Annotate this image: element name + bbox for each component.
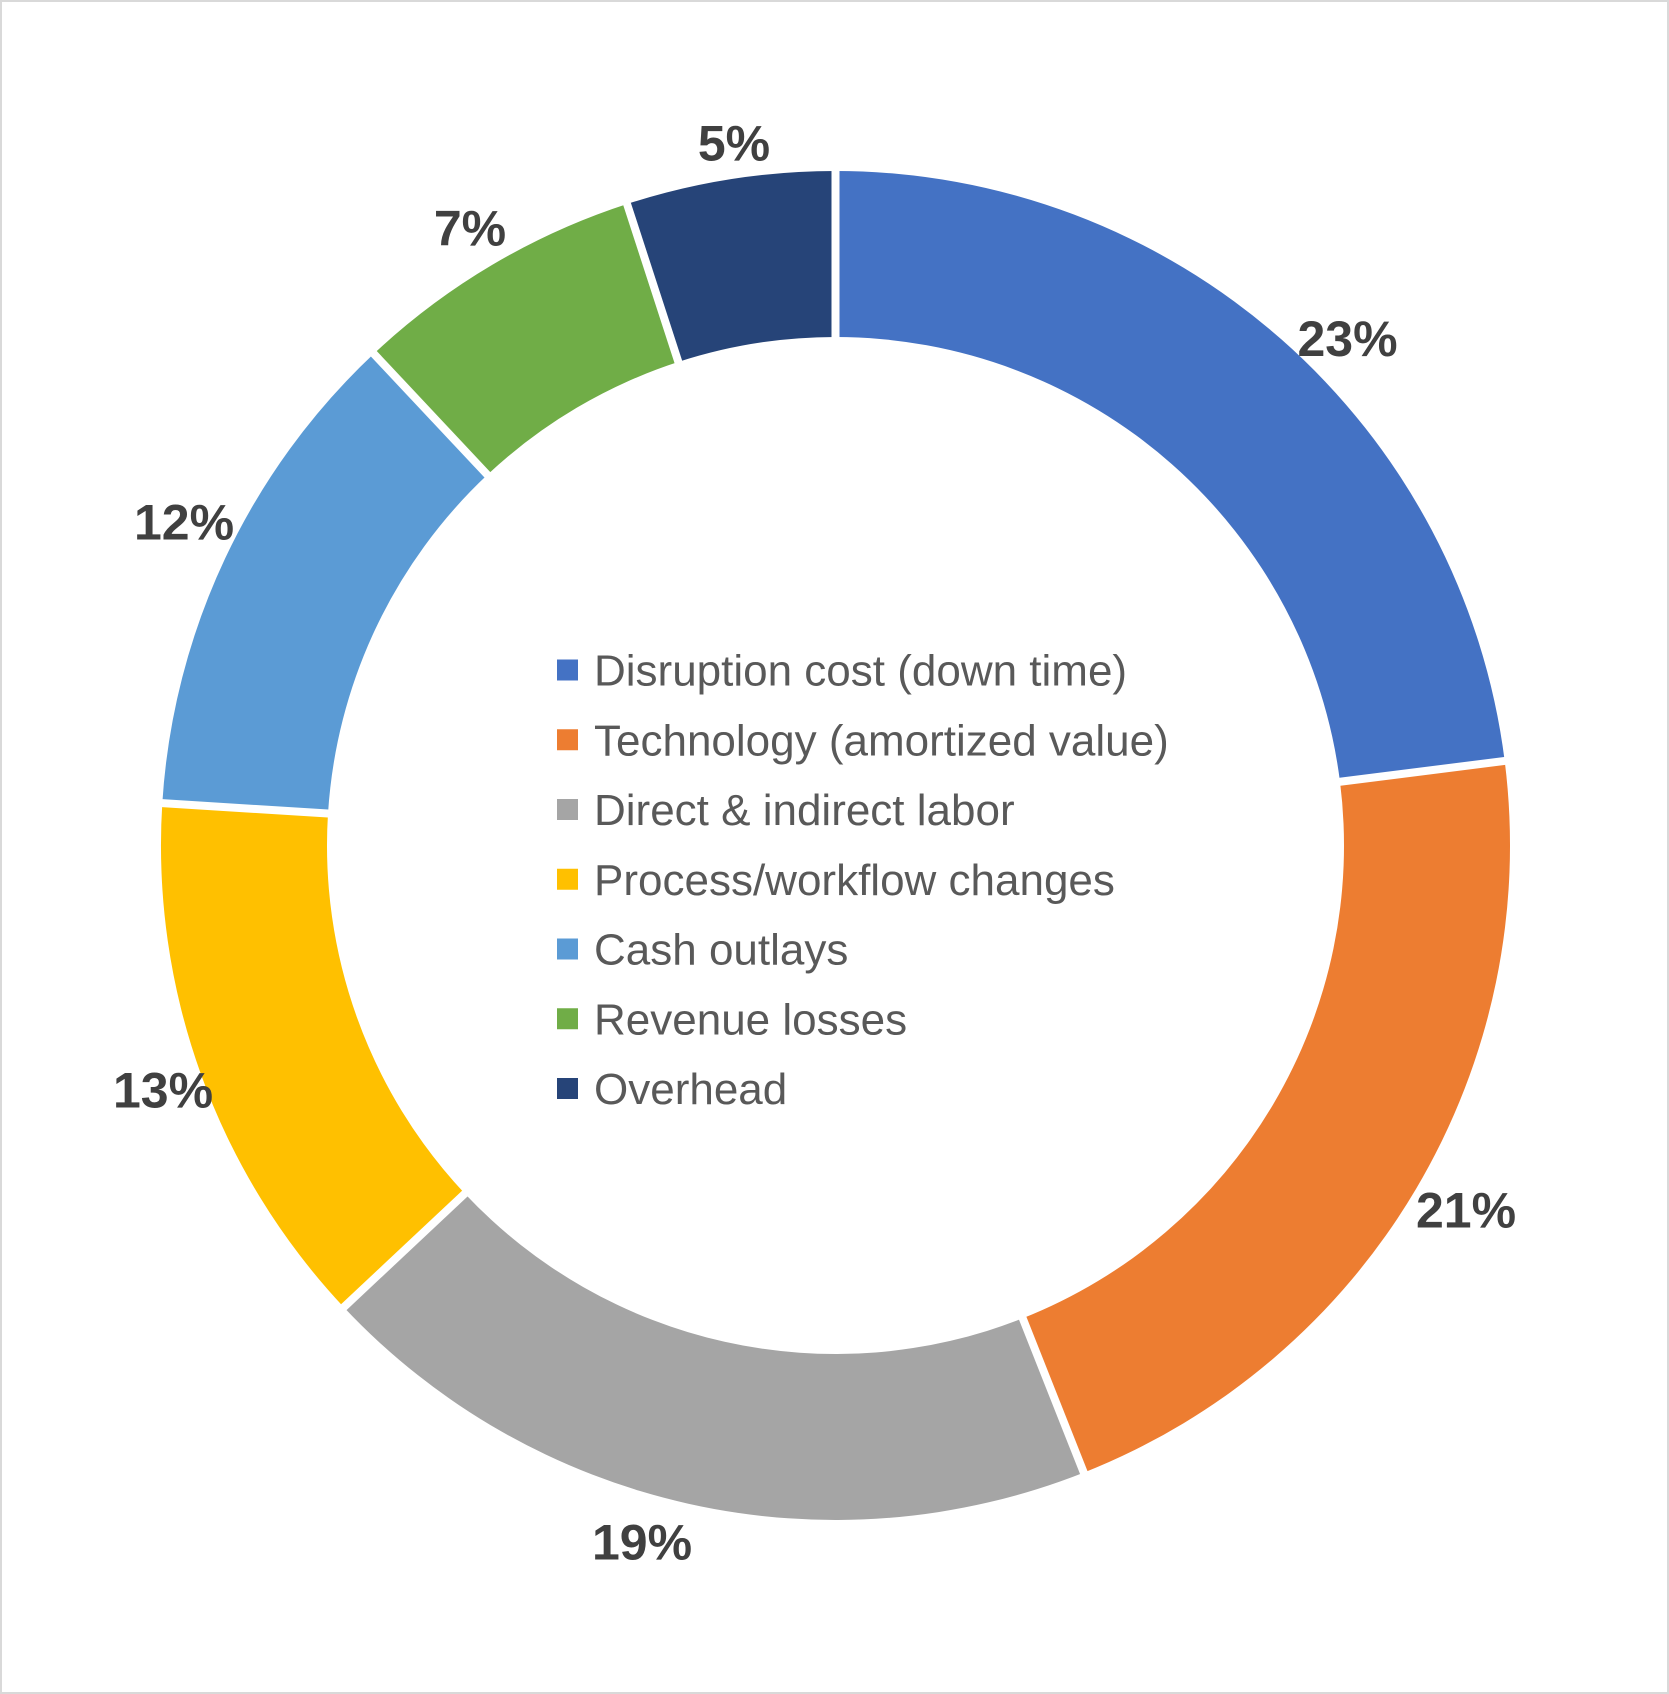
svg-text:Cash outlays: Cash outlays	[594, 926, 848, 975]
svg-text:5%: 5%	[698, 115, 770, 171]
svg-text:Overhead: Overhead	[594, 1065, 787, 1114]
svg-text:Technology (amortized value): Technology (amortized value)	[594, 716, 1169, 765]
svg-text:13%: 13%	[113, 1062, 213, 1118]
svg-text:Direct & indirect labor: Direct & indirect labor	[594, 786, 1015, 835]
svg-text:Revenue losses: Revenue losses	[594, 995, 907, 1044]
svg-text:7%: 7%	[434, 200, 506, 256]
svg-text:12%: 12%	[134, 494, 234, 550]
svg-text:19%: 19%	[592, 1514, 692, 1570]
svg-text:21%: 21%	[1416, 1182, 1516, 1238]
svg-text:Process/workflow changes: Process/workflow changes	[594, 856, 1115, 905]
svg-text:Disruption cost (down time): Disruption cost (down time)	[594, 647, 1127, 696]
svg-text:23%: 23%	[1297, 311, 1397, 367]
